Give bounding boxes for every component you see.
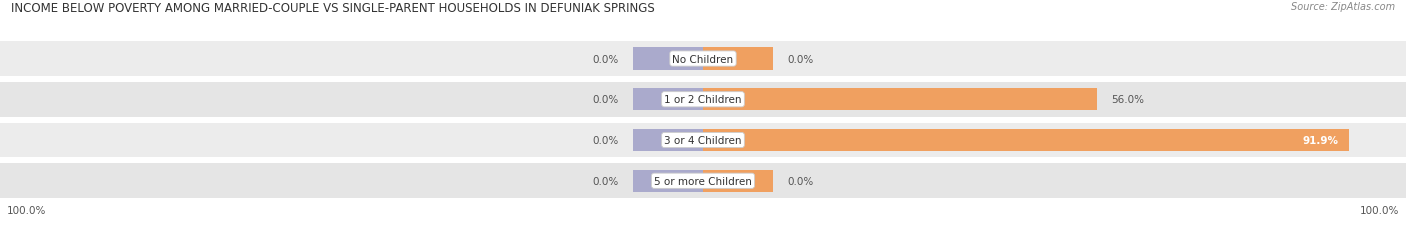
Text: 0.0%: 0.0%	[592, 135, 619, 145]
Text: 91.9%: 91.9%	[1302, 135, 1339, 145]
Text: 0.0%: 0.0%	[592, 176, 619, 186]
Text: 100.0%: 100.0%	[1360, 206, 1399, 216]
Bar	[703, 170, 773, 192]
Text: 0.0%: 0.0%	[592, 54, 619, 64]
Bar	[0, 83, 1406, 117]
Text: 56.0%: 56.0%	[1111, 95, 1143, 105]
Text: 0.0%: 0.0%	[787, 176, 814, 186]
Text: 1 or 2 Children: 1 or 2 Children	[664, 95, 742, 105]
Text: 0.0%: 0.0%	[787, 54, 814, 64]
Text: Source: ZipAtlas.com: Source: ZipAtlas.com	[1291, 2, 1395, 12]
Bar	[633, 89, 703, 111]
Bar	[703, 48, 773, 70]
Bar	[633, 170, 703, 192]
Text: 100.0%: 100.0%	[7, 206, 46, 216]
Bar	[633, 48, 703, 70]
Text: INCOME BELOW POVERTY AMONG MARRIED-COUPLE VS SINGLE-PARENT HOUSEHOLDS IN DEFUNIA: INCOME BELOW POVERTY AMONG MARRIED-COUPL…	[11, 2, 655, 15]
Text: 0.0%: 0.0%	[592, 95, 619, 105]
Bar	[703, 129, 1350, 152]
Bar	[0, 42, 1406, 76]
Text: No Children: No Children	[672, 54, 734, 64]
Bar	[0, 123, 1406, 158]
Bar	[0, 164, 1406, 198]
Text: 5 or more Children: 5 or more Children	[654, 176, 752, 186]
Bar	[703, 89, 1097, 111]
Bar	[633, 129, 703, 152]
Text: 3 or 4 Children: 3 or 4 Children	[664, 135, 742, 145]
